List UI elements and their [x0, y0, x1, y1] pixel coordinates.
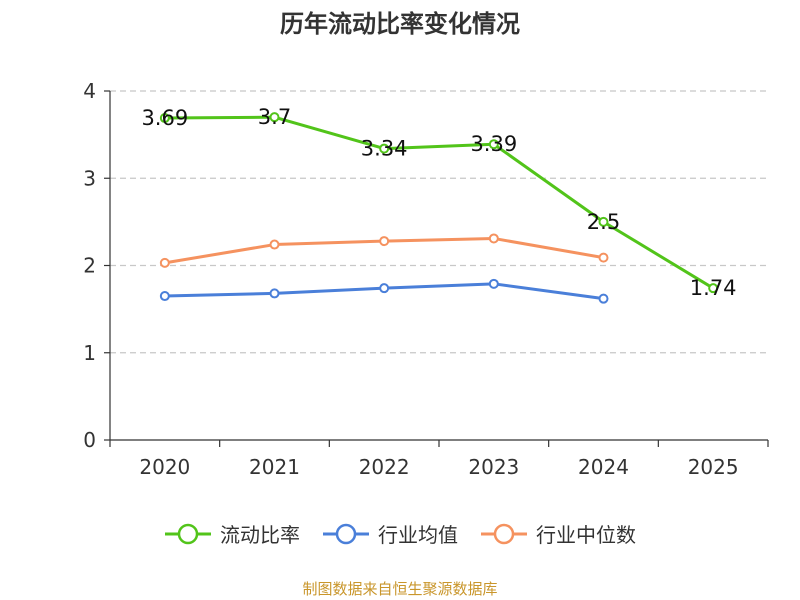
- legend-label: 行业中位数: [536, 523, 636, 547]
- data-label: 2.5: [587, 210, 620, 234]
- legend: 流动比率 行业均值 行业中位数: [0, 519, 800, 548]
- x-tick-label: 2020: [139, 455, 190, 479]
- data-label: 3.69: [141, 106, 188, 130]
- data-label: 3.7: [258, 105, 291, 129]
- legend-item[interactable]: 流动比率: [164, 519, 300, 548]
- chart-title: 历年流动比率变化情况: [280, 10, 520, 38]
- legend-line-circle-icon: [323, 523, 369, 544]
- x-tick-label: 2021: [249, 455, 300, 479]
- x-tick-label: 2025: [688, 455, 739, 479]
- y-tick-label: 3: [83, 166, 96, 190]
- y-tick-label: 1: [83, 341, 96, 365]
- data-point: [379, 283, 390, 294]
- data-label: 1.74: [690, 276, 737, 300]
- data-point: [159, 113, 170, 124]
- data-point: [708, 283, 719, 294]
- data-point: [269, 239, 280, 250]
- data-point: [159, 291, 170, 302]
- y-tick-label: 0: [83, 428, 96, 452]
- data-point: [269, 112, 280, 123]
- legend-item[interactable]: 行业均值: [322, 519, 458, 548]
- legend-line-circle-icon: [165, 523, 211, 544]
- legend-item[interactable]: 行业中位数: [480, 519, 636, 548]
- legend-label: 流动比率: [220, 523, 300, 547]
- y-tick-label: 2: [83, 254, 96, 278]
- series-line-0: [164, 115, 714, 290]
- data-point: [159, 257, 170, 268]
- x-tick-label: 2024: [578, 455, 629, 479]
- x-tick-label: 2023: [468, 455, 519, 479]
- source-note: 制图数据来自恒生聚源数据库: [302, 580, 498, 598]
- data-point: [598, 293, 609, 304]
- data-labels: 3.69 3.7 3.34 3.39 2.5 1.74: [141, 105, 736, 300]
- y-tick-label: 4: [83, 79, 96, 103]
- axes: 0 1 2 3 4 2020 2021 2022 2023 2024 2025: [83, 79, 769, 479]
- x-tick-label: 2022: [359, 455, 410, 479]
- data-point: [598, 252, 609, 263]
- data-point: [488, 278, 499, 289]
- grid-lines: [110, 90, 768, 354]
- data-point: [488, 233, 499, 244]
- legend-label: 行业均值: [378, 523, 458, 547]
- data-point: [269, 288, 280, 299]
- data-point: [379, 236, 390, 247]
- data-point: [488, 139, 499, 150]
- data-label: 3.34: [361, 137, 408, 161]
- legend-line-circle-icon: [481, 523, 527, 544]
- data-point: [598, 216, 609, 227]
- data-label: 3.39: [470, 132, 517, 156]
- series-lines: [159, 112, 719, 304]
- data-point: [379, 143, 390, 154]
